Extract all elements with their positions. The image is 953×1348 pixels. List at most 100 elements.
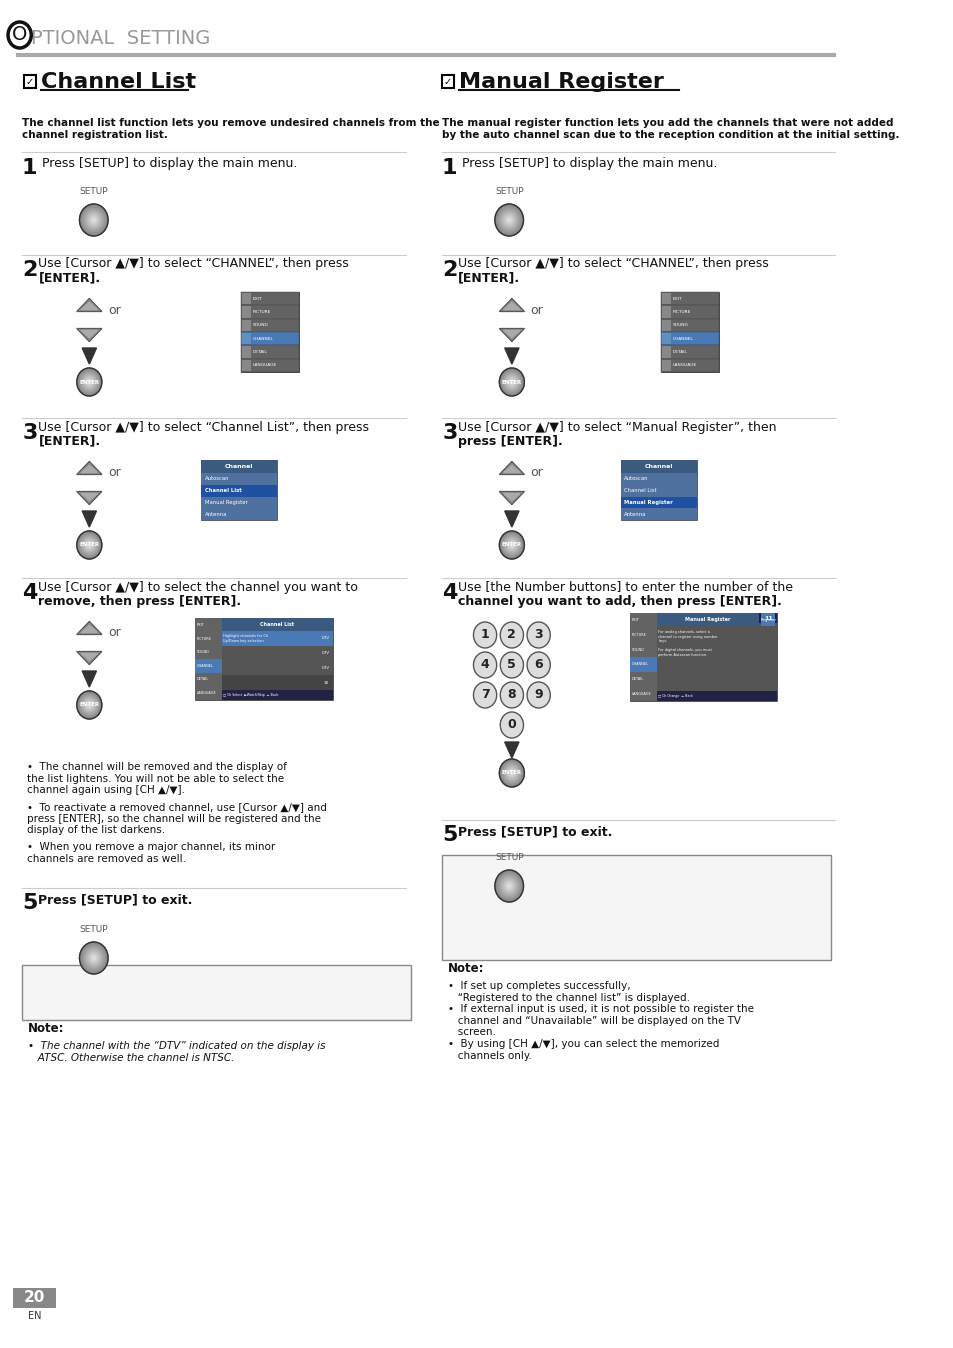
Text: 7: 7	[480, 689, 489, 701]
Text: •  If set up completes successfully,
   “Registered to the channel list” is disp: • If set up completes successfully, “Reg…	[447, 981, 753, 1061]
Text: or: or	[108, 627, 121, 639]
Text: remove, then press [ENTER].: remove, then press [ENTER].	[38, 594, 241, 608]
Circle shape	[504, 214, 513, 225]
FancyBboxPatch shape	[201, 460, 276, 520]
Text: EXIT: EXIT	[672, 297, 681, 301]
Text: or: or	[530, 303, 542, 317]
Polygon shape	[77, 329, 102, 341]
FancyBboxPatch shape	[194, 686, 221, 700]
Circle shape	[502, 763, 520, 783]
Circle shape	[90, 214, 98, 225]
FancyBboxPatch shape	[201, 460, 276, 473]
Circle shape	[503, 880, 514, 892]
Polygon shape	[82, 348, 96, 364]
Circle shape	[499, 712, 523, 737]
Circle shape	[498, 759, 524, 787]
Text: Channel List: Channel List	[41, 71, 196, 92]
Circle shape	[87, 950, 101, 967]
Circle shape	[498, 531, 524, 559]
Text: •  The channel will be removed and the display of
the list lightens. You will no: • The channel will be removed and the di…	[27, 762, 286, 795]
Circle shape	[500, 369, 522, 394]
Circle shape	[503, 214, 514, 226]
FancyBboxPatch shape	[442, 75, 454, 88]
Text: Use [Cursor ▲/▼] to select “CHANNEL”, then press: Use [Cursor ▲/▼] to select “CHANNEL”, th…	[457, 257, 768, 271]
Circle shape	[508, 768, 515, 776]
FancyBboxPatch shape	[194, 632, 221, 646]
Text: press [ENTER].: press [ENTER].	[457, 434, 562, 448]
Circle shape	[79, 204, 108, 236]
Text: Note:: Note:	[28, 1022, 64, 1034]
Text: Note:: Note:	[447, 961, 483, 975]
Text: EN: EN	[28, 1312, 42, 1321]
Text: EXIT: EXIT	[196, 623, 204, 627]
Text: 2: 2	[442, 260, 457, 280]
Circle shape	[80, 696, 98, 714]
Circle shape	[501, 878, 516, 894]
Circle shape	[88, 543, 91, 547]
Text: CHANNEL: CHANNEL	[672, 337, 693, 341]
FancyBboxPatch shape	[242, 319, 251, 332]
Text: ENTER: ENTER	[79, 380, 99, 384]
Text: Channel List: Channel List	[624, 488, 657, 493]
FancyBboxPatch shape	[24, 75, 35, 88]
FancyBboxPatch shape	[660, 359, 719, 372]
Text: PTIONAL  SETTING: PTIONAL SETTING	[31, 28, 211, 47]
Circle shape	[86, 701, 92, 709]
FancyBboxPatch shape	[242, 360, 251, 371]
Text: ENTER: ENTER	[501, 542, 521, 547]
Circle shape	[506, 767, 517, 779]
FancyBboxPatch shape	[241, 332, 299, 345]
Polygon shape	[498, 298, 524, 311]
Text: Press [SETUP] to display the main menu.: Press [SETUP] to display the main menu.	[42, 158, 297, 170]
Text: ✓: ✓	[443, 77, 452, 86]
Circle shape	[89, 214, 99, 226]
Circle shape	[82, 945, 105, 971]
Text: 8: 8	[507, 689, 516, 701]
Circle shape	[473, 652, 497, 678]
FancyBboxPatch shape	[221, 631, 333, 646]
Circle shape	[506, 376, 517, 388]
Circle shape	[503, 764, 519, 782]
Circle shape	[504, 373, 518, 390]
Circle shape	[526, 621, 550, 648]
FancyBboxPatch shape	[629, 628, 656, 643]
Text: Use [the Number buttons] to enter the number of the: Use [the Number buttons] to enter the nu…	[457, 581, 793, 593]
Circle shape	[498, 875, 518, 896]
Text: [ENTER].: [ENTER].	[38, 434, 100, 448]
Polygon shape	[498, 492, 524, 504]
FancyBboxPatch shape	[620, 508, 696, 520]
Circle shape	[504, 882, 513, 891]
Circle shape	[500, 878, 517, 895]
Circle shape	[499, 369, 523, 395]
Circle shape	[502, 535, 520, 555]
Polygon shape	[504, 511, 518, 527]
Circle shape	[497, 874, 520, 899]
FancyBboxPatch shape	[620, 460, 696, 520]
FancyBboxPatch shape	[660, 318, 719, 332]
Circle shape	[84, 948, 104, 969]
Circle shape	[501, 534, 521, 555]
Circle shape	[511, 772, 512, 774]
Polygon shape	[81, 493, 97, 500]
FancyBboxPatch shape	[13, 1287, 56, 1308]
Text: LANGUAGE: LANGUAGE	[672, 364, 697, 368]
Text: PICTURE: PICTURE	[631, 634, 646, 638]
Text: channel you want to add, then press [ENTER].: channel you want to add, then press [ENT…	[457, 594, 781, 608]
FancyBboxPatch shape	[661, 360, 670, 371]
Text: ✓: ✓	[26, 77, 34, 86]
Circle shape	[83, 375, 95, 390]
Text: 4: 4	[22, 582, 38, 603]
Circle shape	[81, 537, 97, 554]
FancyBboxPatch shape	[661, 346, 670, 357]
FancyBboxPatch shape	[22, 965, 411, 1020]
Circle shape	[83, 538, 95, 551]
Circle shape	[80, 944, 107, 973]
Text: The channel list function lets you remove undesired channels from the
channel re: The channel list function lets you remov…	[22, 119, 439, 140]
Circle shape	[86, 949, 102, 967]
Circle shape	[507, 377, 516, 387]
FancyBboxPatch shape	[661, 333, 670, 344]
Circle shape	[510, 380, 513, 384]
FancyBboxPatch shape	[660, 293, 719, 306]
Text: 3: 3	[442, 423, 457, 443]
FancyBboxPatch shape	[194, 617, 221, 632]
